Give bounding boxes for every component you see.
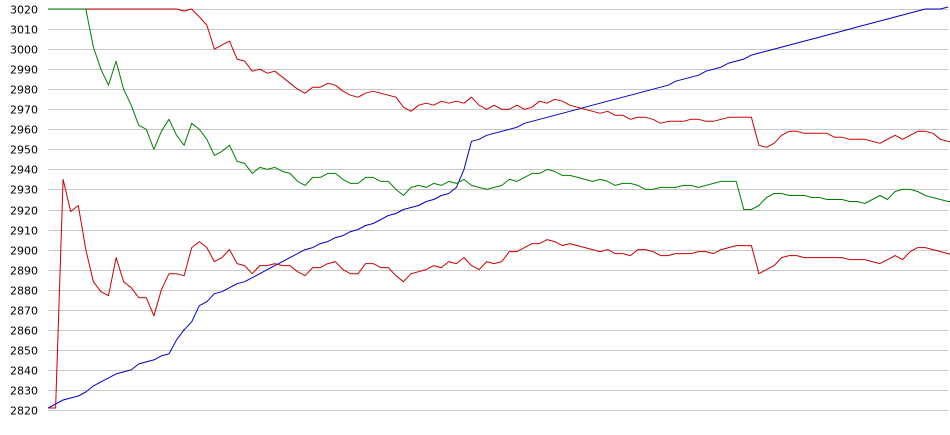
y-tick-label: 3000 (10, 44, 38, 57)
y-tick-label: 2970 (10, 104, 38, 117)
y-axis: 2820 2830 2840 2850 2860 2870 2880 2890 2900 2910… (10, 4, 38, 418)
y-tick-label: 2930 (10, 184, 38, 197)
series-line-1 (47, 6, 949, 409)
series-line-2 (48, 8, 950, 148)
y-tick-label: 2850 (10, 345, 38, 358)
series-lines (47, 6, 950, 409)
series-line-4 (48, 178, 950, 409)
gridlines (48, 9, 948, 411)
y-tick-label: 2900 (10, 245, 38, 258)
y-tick-label: 2880 (10, 285, 38, 298)
y-tick-label: 3020 (10, 4, 38, 17)
y-tick-label: 2910 (10, 225, 38, 238)
y-tick-label: 2870 (10, 305, 38, 318)
y-tick-label: 3010 (10, 24, 38, 37)
y-tick-label: 2840 (10, 365, 38, 378)
y-tick-label: 2860 (10, 325, 38, 338)
y-tick-label: 2820 (10, 405, 38, 418)
y-tick-label: 2940 (10, 164, 38, 177)
series-line-3 (48, 8, 950, 210)
y-tick-label: 2990 (10, 64, 38, 77)
y-tick-label: 2830 (10, 385, 38, 398)
y-tick-label: 2960 (10, 124, 38, 137)
y-tick-label: 2980 (10, 84, 38, 97)
y-tick-label: 2950 (10, 144, 38, 157)
y-tick-label: 2890 (10, 265, 38, 278)
y-tick-label: 2920 (10, 205, 38, 218)
